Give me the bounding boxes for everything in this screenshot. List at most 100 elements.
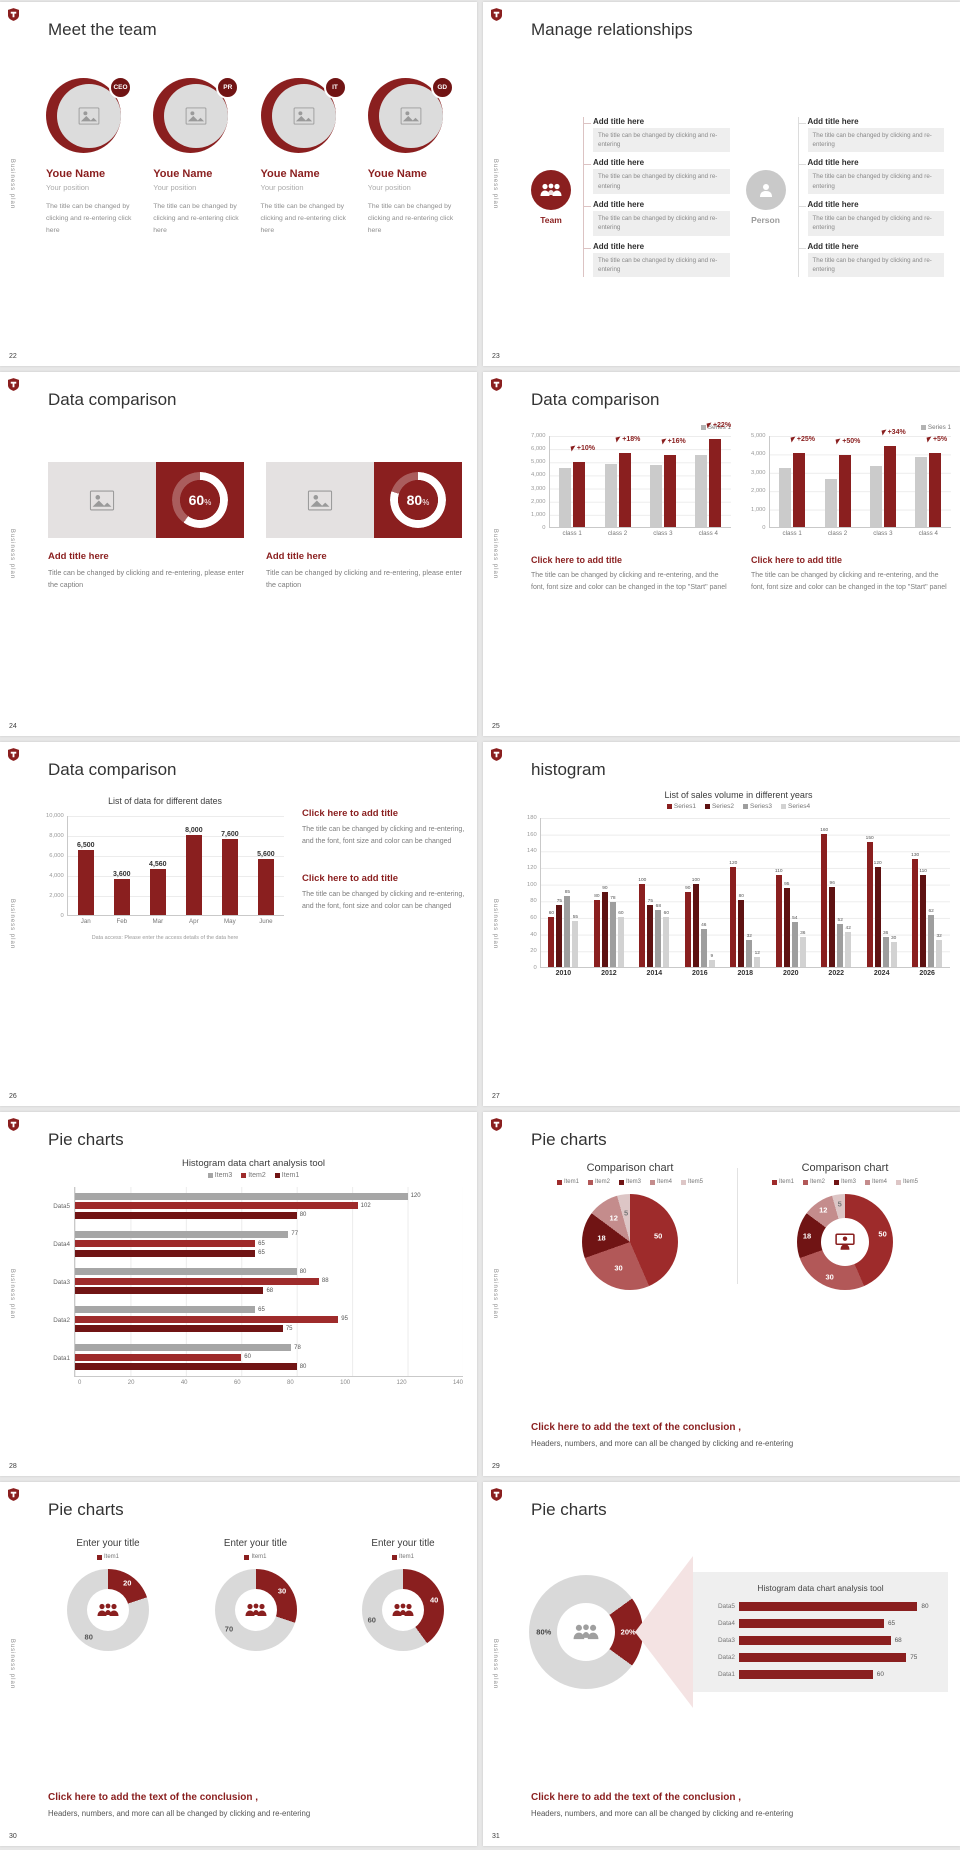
cc-tick: 20 bbox=[530, 948, 537, 955]
member-desc[interactable]: The title can be changed by clicking and… bbox=[260, 203, 346, 235]
member-position[interactable]: Your position bbox=[153, 183, 197, 192]
cc-cursor bbox=[615, 436, 622, 443]
member-name[interactable]: Youe Name bbox=[367, 168, 427, 180]
card-title[interactable]: Add title here bbox=[266, 551, 327, 562]
caption-block[interactable]: Click here to add title The title can be … bbox=[302, 872, 465, 910]
chart-title: Enter your title bbox=[223, 1538, 288, 1549]
lg-sq bbox=[587, 1179, 593, 1185]
hb-row: 102 bbox=[75, 1202, 463, 1210]
data-card[interactable]: 60% Add title here Title can be changed … bbox=[48, 462, 244, 591]
cc-bar: 80 bbox=[738, 894, 745, 967]
cc-bar: 110 bbox=[919, 869, 927, 967]
slide-title: Manage relationships bbox=[531, 20, 693, 39]
member-position[interactable]: Your position bbox=[367, 183, 411, 192]
relationship-item[interactable]: Add title here The title can be changed b… bbox=[584, 200, 730, 236]
slide-22[interactable]: Business plan 22 Meet the team CEO Youe … bbox=[0, 2, 477, 366]
slide-23[interactable]: Business plan 23 Manage relationships Te… bbox=[483, 2, 960, 366]
cc-tick: 7,000 bbox=[531, 433, 546, 439]
card-title[interactable]: Add title here bbox=[48, 551, 109, 562]
cc-tick: 180 bbox=[527, 815, 537, 821]
team-member-card[interactable]: GD Youe Name Your position The title can… bbox=[367, 76, 467, 238]
cc-tick: 2,000 bbox=[751, 488, 766, 495]
cc-tick: 60 bbox=[530, 914, 537, 921]
cc-bar bbox=[838, 455, 851, 527]
cc-tick: 5,000 bbox=[751, 433, 766, 439]
hb-bar bbox=[75, 1211, 297, 1219]
hb-tick: 20 bbox=[127, 1380, 135, 1386]
lg-sq bbox=[244, 1554, 250, 1560]
slide-27[interactable]: Business plan 27 histogram List of sales… bbox=[483, 742, 960, 1106]
slide-25[interactable]: Business plan 25 Data comparison Series … bbox=[483, 372, 960, 736]
cc-bar: 100 bbox=[638, 878, 646, 967]
photo-placeholder[interactable] bbox=[378, 84, 443, 148]
hb-tick: 0 bbox=[78, 1380, 82, 1386]
member-name[interactable]: Youe Name bbox=[153, 168, 213, 180]
cc-vlabel: 12 bbox=[754, 951, 760, 956]
member-desc[interactable]: The title can be changed by clicking and… bbox=[367, 203, 454, 235]
horizontal-bar-chart: Data5 Data4 Data3 Data2 Data1 120 102 80 77 65 65 8… bbox=[44, 1187, 463, 1386]
photo-placeholder[interactable] bbox=[57, 84, 121, 148]
conclusion[interactable]: Click here to add the text of the conclu… bbox=[531, 1417, 940, 1448]
slide-24[interactable]: Business plan 24 Data comparison 60% Add… bbox=[0, 372, 477, 736]
lg-tx: Series4 bbox=[788, 803, 811, 810]
bar-rows: Data5 80 Data4 65 Data3 68 Data2 75 Data1 60 bbox=[709, 1602, 932, 1679]
team-member-card[interactable]: IT Youe Name Your position The title can… bbox=[260, 76, 360, 238]
school-emblem-icon bbox=[8, 8, 19, 21]
image-placeholder[interactable] bbox=[266, 462, 374, 538]
relationship-item[interactable]: Add title here The title can be changed b… bbox=[798, 200, 944, 236]
chart-panel: List of data for different dates 10,000 8… bbox=[46, 796, 284, 941]
member-position[interactable]: Your position bbox=[260, 183, 304, 192]
cc-group: 6,500 Jan bbox=[77, 842, 95, 925]
card-desc[interactable]: Title can be changed by clicking and re-… bbox=[48, 568, 244, 590]
card-desc[interactable]: Title can be changed by clicking and re-… bbox=[266, 568, 462, 590]
photo-placeholder[interactable] bbox=[271, 84, 336, 148]
pie-label: 30 bbox=[614, 1263, 623, 1273]
lg-tx: Item5 bbox=[688, 1179, 704, 1185]
cc-bar: 120 bbox=[874, 861, 882, 967]
school-emblem-icon bbox=[8, 748, 19, 761]
relationship-item[interactable]: Add title here The title can be changed b… bbox=[798, 117, 944, 153]
relationship-item[interactable]: Add title here The title can be changed b… bbox=[584, 158, 730, 194]
conclusion[interactable]: Click here to add the text of the conclu… bbox=[531, 1787, 940, 1818]
image-placeholder[interactable] bbox=[48, 462, 156, 538]
hb-bar bbox=[75, 1344, 292, 1352]
slide-31[interactable]: Business plan 31 Pie charts 20% 80% Histo… bbox=[483, 1482, 960, 1846]
group-label: Team bbox=[540, 214, 562, 225]
slide-26[interactable]: Business plan 26 Data comparison List of… bbox=[0, 742, 477, 1106]
team-group: Team Add title here The title can be chan… bbox=[523, 64, 738, 330]
cc-bar: 5,600 bbox=[257, 851, 275, 915]
cc-bar bbox=[869, 466, 882, 527]
member-desc[interactable]: The title can be changed by clicking and… bbox=[46, 203, 132, 235]
data-card[interactable]: 80% Add title here Title can be changed … bbox=[266, 462, 462, 591]
lg-tx: Series 1 bbox=[707, 424, 731, 431]
conclusion[interactable]: Click here to add the text of the conclu… bbox=[48, 1787, 457, 1818]
slide-29[interactable]: Business plan 29 Pie charts Comparison c… bbox=[483, 1112, 960, 1476]
member-desc[interactable]: The title can be changed by clicking and… bbox=[153, 203, 239, 235]
lg-item: Item5 bbox=[896, 1179, 918, 1185]
caption-title[interactable]: Click here to add title bbox=[751, 555, 843, 565]
lg-tx: Item3 bbox=[214, 1172, 233, 1179]
member-name[interactable]: Youe Name bbox=[260, 168, 320, 180]
relationship-item[interactable]: Add title here The title can be changed b… bbox=[584, 117, 730, 153]
member-name[interactable]: Youe Name bbox=[46, 168, 106, 180]
lg-item: Item1 bbox=[391, 1554, 414, 1560]
relationship-item[interactable]: Add title here The title can be changed b… bbox=[798, 242, 944, 278]
donut-ring bbox=[172, 472, 228, 528]
hb-group: 80 88 68 bbox=[75, 1268, 463, 1295]
slide-28[interactable]: Business plan 28 Pie charts Histogram da… bbox=[0, 1112, 477, 1476]
relationship-item[interactable]: Add title here The title can be changed b… bbox=[584, 242, 730, 278]
member-position[interactable]: Your position bbox=[46, 183, 90, 192]
cc-bar: 9 bbox=[708, 954, 715, 967]
relationship-item[interactable]: Add title here The title can be changed b… bbox=[798, 158, 944, 194]
hb-cat: Data3 bbox=[53, 1278, 70, 1286]
team-member-card[interactable]: PR Youe Name Your position The title can… bbox=[153, 76, 252, 238]
caption-block[interactable]: Click here to add title The title can be … bbox=[302, 808, 465, 846]
team-member-card[interactable]: CEO Youe Name Your position The title ca… bbox=[46, 76, 145, 238]
cc-group: 90 100 46 9 2016 bbox=[684, 878, 715, 977]
chart-title: List of data for different dates bbox=[108, 796, 222, 806]
slide-30[interactable]: Business plan 30 Pie charts Enter your t… bbox=[0, 1482, 477, 1846]
relationship-items: Add title here The title can be changed b… bbox=[797, 116, 944, 278]
group-label: Person bbox=[751, 214, 780, 225]
caption-title[interactable]: Click here to add title bbox=[531, 555, 623, 565]
